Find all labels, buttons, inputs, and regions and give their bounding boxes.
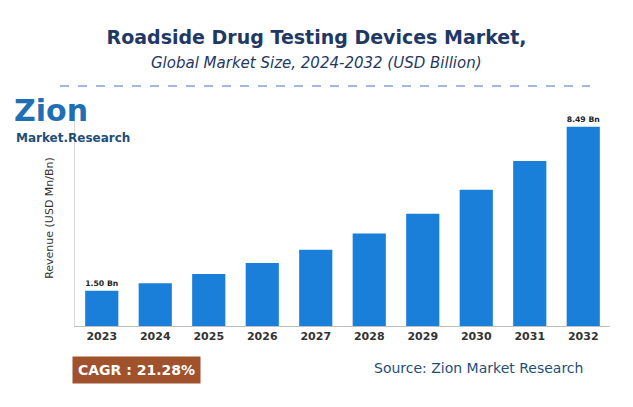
svg-text:2032: 2032 [568, 330, 599, 343]
svg-text:2029: 2029 [407, 330, 438, 343]
svg-text:2024: 2024 [140, 330, 171, 343]
svg-text:Zion: Zion [14, 93, 88, 128]
svg-text:CAGR : 21.28%: CAGR : 21.28% [78, 362, 195, 378]
svg-text:Revenue (USD Mn/Bn): Revenue (USD Mn/Bn) [43, 157, 56, 279]
svg-text:8.49 Bn: 8.49 Bn [567, 115, 600, 124]
svg-text:2025: 2025 [193, 330, 224, 343]
svg-text:1.50 Bn: 1.50 Bn [85, 279, 118, 288]
svg-text:Market.Research: Market.Research [16, 131, 130, 145]
svg-text:2027: 2027 [300, 330, 331, 343]
svg-text:Global Market Size, 2024-2032: Global Market Size, 2024-2032 (USD Billi… [151, 54, 482, 72]
svg-text:2026: 2026 [247, 330, 278, 343]
svg-text:2030: 2030 [461, 330, 492, 343]
svg-text:Source: Zion Market Research: Source: Zion Market Research [374, 360, 583, 376]
svg-text:Roadside Drug Testing Devices: Roadside Drug Testing Devices Market, [107, 26, 527, 48]
svg-text:2031: 2031 [514, 330, 545, 343]
svg-text:2023: 2023 [86, 330, 117, 343]
svg-text:2028: 2028 [354, 330, 385, 343]
